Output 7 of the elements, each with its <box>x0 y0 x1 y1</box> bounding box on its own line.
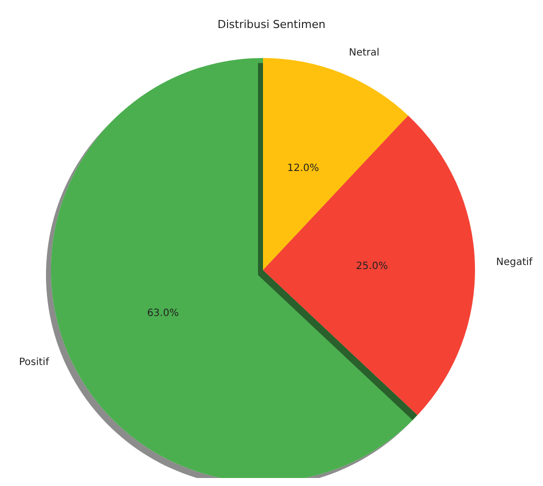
chart-title: Distribusi Sentimen <box>218 18 326 31</box>
slice-label: Positif <box>18 357 50 368</box>
data-label: 12.0% <box>287 163 320 174</box>
slice-label: Negatif <box>496 257 533 268</box>
data-label: 63.0% <box>147 308 179 319</box>
data-label: 25.0% <box>356 261 388 272</box>
slice-label: Netral <box>348 48 380 59</box>
